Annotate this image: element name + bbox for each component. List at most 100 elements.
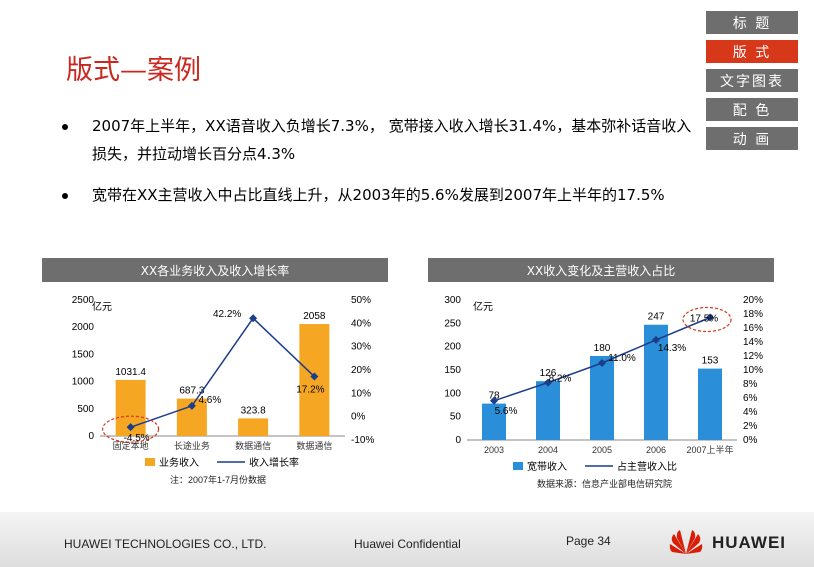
y2-tick-label: 8%: [743, 379, 758, 390]
y2-tick-label: 20%: [743, 295, 763, 306]
unit-label: 亿元: [473, 300, 493, 313]
x-tick-label: 2004: [538, 445, 558, 455]
line-value-label: 14.3%: [658, 343, 686, 354]
x-tick-label: 数据通信: [235, 440, 271, 451]
bar-value-label: 323.8: [241, 405, 266, 416]
bar-value-label: 1031.4: [115, 367, 146, 378]
bar-value-label: 180: [594, 343, 611, 354]
y2-tick-label: 6%: [743, 393, 758, 404]
unit-label: 亿元: [92, 300, 112, 313]
y2-tick-label: 10%: [351, 388, 371, 399]
bar-value-label: 78: [488, 391, 500, 402]
y2-tick-label: 10%: [743, 365, 763, 376]
legend-bar-label: 宽带收入: [527, 460, 567, 473]
nav-item-text-charts[interactable]: 文字图表: [706, 69, 798, 92]
bar: [238, 418, 269, 436]
highlight-ellipse: [682, 306, 732, 333]
line-value-label: 8.2%: [549, 374, 572, 385]
line-value-label: 11.0%: [608, 353, 636, 364]
huawei-logo-icon: [669, 530, 703, 554]
x-tick-label: 固定本地: [113, 440, 149, 451]
legend-bar-label: 业务收入: [159, 456, 199, 469]
line-value-label: 42.2%: [213, 309, 241, 320]
y-tick-label: 150: [444, 365, 461, 376]
page-title: 版式—案例: [66, 55, 201, 86]
y-tick-label: 200: [444, 342, 461, 353]
bullet-text-2: 宽带在XX主营收入中占比直线上升，从2003年的5.6%发展到2007年上半年的…: [92, 186, 665, 204]
chart2-title: XX收入变化及主营收入占比: [428, 258, 774, 282]
legend-bar-swatch: [145, 458, 155, 466]
nav-item-colors[interactable]: 配 色: [706, 98, 798, 121]
y-tick-label: 0: [455, 435, 461, 446]
y2-tick-label: 50%: [351, 295, 371, 306]
y2-tick-label: 0%: [743, 435, 758, 446]
bar-value-label: 247: [648, 312, 665, 323]
line-point-marker: [706, 313, 714, 322]
x-tick-label: 2003: [484, 445, 504, 455]
bar-value-label: 2058: [303, 311, 326, 322]
line-point-marker: [652, 335, 660, 344]
line-value-label: 17.5%: [690, 314, 718, 325]
x-tick-label: 2007上半年: [686, 444, 733, 455]
footer-brand: HUAWEI: [712, 533, 786, 552]
nav-item-layout[interactable]: 版 式: [706, 40, 798, 63]
y2-tick-label: 12%: [743, 351, 763, 362]
y2-tick-label: 30%: [351, 342, 371, 353]
x-tick-label: 2006: [646, 445, 666, 455]
y2-tick-label: 16%: [743, 323, 763, 334]
legend-line-label: 占主营收入比: [617, 460, 677, 473]
line-point-marker: [544, 378, 552, 387]
line-value-label: -4.5%: [124, 433, 150, 444]
y2-tick-label: 40%: [351, 318, 371, 329]
y2-tick-label: 2%: [743, 421, 758, 432]
footer: HUAWEI TECHNOLOGIES CO., LTD. Huawei Con…: [0, 512, 814, 567]
y-tick-label: 2000: [72, 322, 95, 333]
line-point-marker: [187, 401, 196, 410]
bar-value-label: 126: [540, 368, 557, 379]
line-value-label: 5.6%: [495, 406, 518, 417]
legend-line-label: 收入增长率: [249, 456, 299, 469]
growth-line: [130, 317, 315, 428]
line-point-marker: [490, 396, 498, 405]
bar: [590, 356, 614, 440]
bar: [482, 403, 506, 440]
bullet-dot-icon: [62, 124, 68, 130]
line-point-marker: [598, 359, 606, 367]
y2-tick-label: 18%: [743, 309, 763, 320]
highlight-ellipse: [102, 415, 160, 443]
y2-tick-label: -10%: [351, 435, 374, 446]
chart1-title: XX各业务收入及收入增长率: [42, 258, 388, 282]
line-point-marker: [310, 372, 319, 381]
y-tick-label: 1000: [72, 377, 95, 388]
y-tick-label: 250: [444, 318, 461, 329]
line-value-label: 4.6%: [198, 395, 221, 406]
line-point-marker: [249, 314, 258, 323]
legend-bar-swatch: [513, 462, 523, 470]
bullet-dot-icon: [62, 193, 68, 199]
chart2: 亿元 300 250 200 150 100 50 0 20% 18% 16% 14% 12% 10% 8%…: [444, 295, 763, 489]
y-tick-label: 50: [450, 412, 462, 423]
bar-value-label: 153: [702, 356, 719, 367]
footer-company: HUAWEI TECHNOLOGIES CO., LTD.: [64, 537, 267, 551]
footer-confidential: Huawei Confidential: [354, 537, 461, 551]
y-tick-label: 100: [444, 388, 461, 399]
chart-note: 注：2007年1-7月份数据: [170, 474, 266, 485]
y-tick-label: 0: [88, 431, 94, 442]
bar: [536, 381, 560, 440]
nav-item-title[interactable]: 标 题: [706, 11, 798, 34]
nav-item-animation[interactable]: 动 画: [706, 127, 798, 150]
bar-value-label: 687.3: [179, 386, 204, 397]
bullet-text-1: 2007年上半年，XX语音收入负增长7.3%， 宽带接入收入增长31.4%，基本…: [92, 117, 692, 163]
x-tick-label: 2005: [592, 445, 612, 455]
x-tick-label: 数据通信: [296, 440, 332, 451]
y-tick-label: 500: [77, 404, 94, 415]
x-tick-label: 长途业务: [174, 440, 210, 451]
line-point-marker: [126, 423, 135, 432]
y2-tick-label: 20%: [351, 365, 371, 376]
y-tick-label: 2500: [72, 295, 95, 306]
chart-note: 数据来源：信息产业部电信研究院: [537, 478, 672, 489]
y2-tick-label: 4%: [743, 407, 758, 418]
bar: [698, 368, 722, 440]
footer-page: Page 34: [566, 534, 611, 548]
